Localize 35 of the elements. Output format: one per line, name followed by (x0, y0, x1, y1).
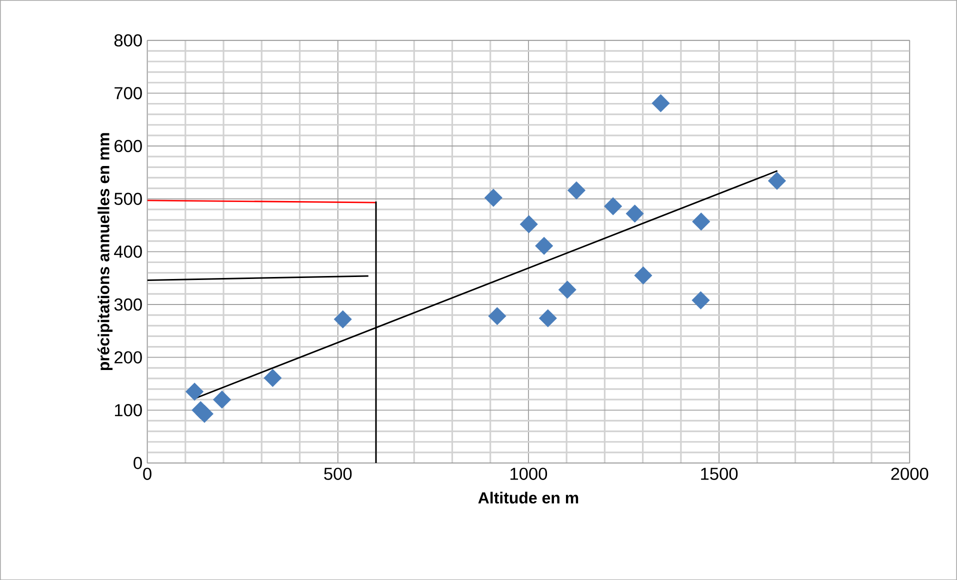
y-tick-label: 800 (114, 34, 142, 46)
point (604, 197, 622, 216)
x-axis-title: Altitude en m (478, 492, 578, 504)
point (538, 309, 557, 328)
y-tick-label: 400 (114, 245, 142, 258)
point (520, 215, 538, 234)
x-tick-label: 1500 (701, 468, 738, 480)
y-tick-label: 0 (134, 456, 142, 469)
point (652, 94, 670, 112)
x-tick-label: 2000 (891, 468, 928, 480)
point (768, 172, 786, 190)
point (264, 368, 282, 387)
point (186, 382, 204, 400)
x-tick-label: 500 (324, 468, 352, 480)
point (626, 204, 644, 222)
point (196, 404, 214, 423)
y-tick-label: 500 (114, 192, 142, 205)
point (334, 310, 352, 328)
point (558, 280, 576, 299)
point (213, 390, 231, 408)
point (634, 266, 652, 284)
y-tick-label: 700 (114, 86, 142, 100)
point (484, 188, 502, 207)
point (488, 307, 506, 325)
y-tick-label: 300 (114, 298, 142, 310)
x-tick-label: 1000 (510, 468, 548, 480)
point (568, 181, 586, 200)
point (535, 236, 554, 255)
y-tick-label: 100 (115, 404, 142, 416)
y-axis-title: précipitations annuelles en mm (97, 133, 113, 370)
x-tick-label: 0 (143, 468, 152, 480)
point (692, 291, 710, 310)
y-tick-label: 600 (114, 140, 142, 152)
point (692, 212, 710, 230)
y-tick-label: 200 (114, 351, 142, 364)
